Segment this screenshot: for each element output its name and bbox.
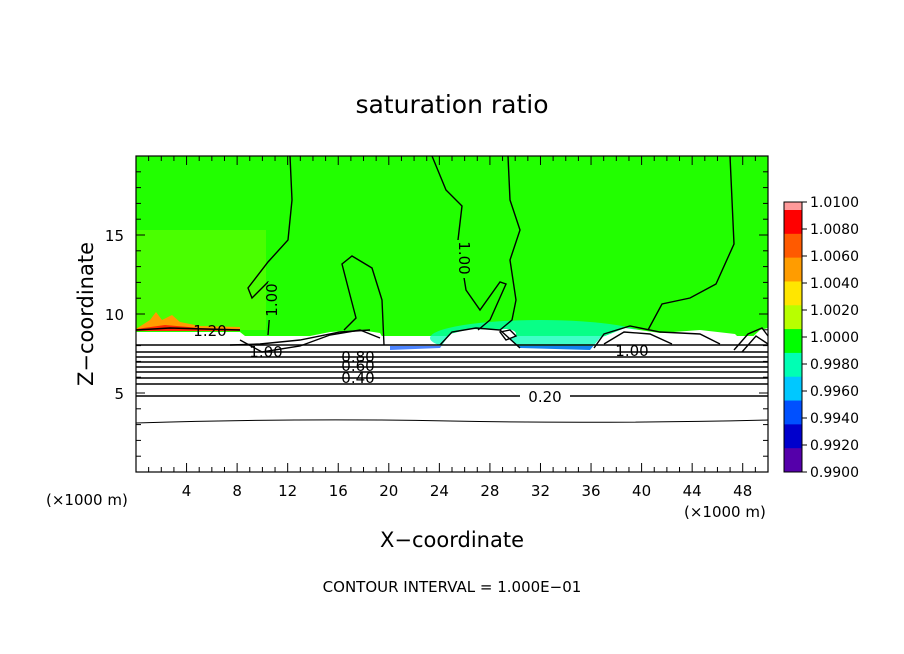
y-axis-ticks bbox=[136, 171, 768, 457]
contour-label: 0.20 bbox=[528, 388, 561, 406]
colorbar-swatch bbox=[784, 233, 802, 259]
contour-line bbox=[603, 331, 673, 345]
x-tick-label: 28 bbox=[480, 482, 499, 500]
colorbar-swatch bbox=[784, 424, 802, 449]
contour-label: 0.40 bbox=[341, 369, 374, 387]
colorbar-swatch bbox=[784, 376, 802, 402]
contour-line bbox=[239, 329, 381, 353]
y-axis-tick-labels: 5 10 15 bbox=[105, 227, 124, 403]
contour-line bbox=[593, 325, 721, 349]
x-tick-label: 4 bbox=[182, 482, 192, 500]
x-axis-ticks bbox=[148, 156, 756, 472]
colorbar-swatch bbox=[784, 400, 802, 425]
colorbar-label: 1.0080 bbox=[810, 222, 859, 238]
x-tick-label: 8 bbox=[232, 482, 242, 500]
x-tick-label: 44 bbox=[683, 482, 702, 500]
contour-label: 1.00 bbox=[455, 241, 473, 274]
contour-label: 1.00 bbox=[263, 283, 281, 316]
colorbar-swatch bbox=[784, 352, 802, 378]
colorbar-label: 0.9920 bbox=[810, 438, 859, 454]
contour-line bbox=[229, 329, 371, 346]
x-tick-label: 16 bbox=[329, 482, 348, 500]
colorbar-label: 0.9960 bbox=[810, 384, 859, 400]
colorbar-swatch bbox=[784, 210, 802, 235]
x-axis-tick-labels: 4 8 12 16 20 24 28 32 36 40 44 48 bbox=[182, 482, 752, 500]
contour-lines bbox=[135, 155, 769, 424]
contour-line bbox=[135, 419, 769, 424]
field-white-lower bbox=[136, 328, 768, 472]
contour-line bbox=[498, 329, 518, 341]
x-tick-label: 12 bbox=[278, 482, 297, 500]
chart-title: saturation ratio bbox=[355, 90, 548, 119]
colorbar-label: 1.0040 bbox=[810, 276, 859, 292]
contour-label: 1.00 bbox=[615, 342, 648, 360]
colorbar-label: 1.0020 bbox=[810, 303, 859, 319]
contour-label: 1.00 bbox=[249, 343, 282, 361]
y-axis-label: Z−coordinate bbox=[74, 242, 98, 386]
x-tick-label: 48 bbox=[733, 482, 752, 500]
contour-line bbox=[647, 155, 735, 331]
x-tick-label: 24 bbox=[430, 482, 449, 500]
x-axis-label: X−coordinate bbox=[380, 528, 524, 552]
field-white-hole-1 bbox=[454, 333, 482, 343]
x-unit-right: (×1000 m) bbox=[684, 503, 766, 521]
colorbar-label: 0.9940 bbox=[810, 411, 859, 427]
contour-line bbox=[733, 327, 769, 351]
contour-label: 0.80 bbox=[341, 348, 374, 366]
colorbar-label: 1.0100 bbox=[810, 195, 859, 211]
contour-label: 0.60 bbox=[341, 357, 374, 375]
contour-line bbox=[341, 255, 385, 346]
contour-line bbox=[439, 327, 521, 349]
contour-line bbox=[499, 155, 521, 331]
colorbar-label: 1.0000 bbox=[810, 330, 859, 346]
contour-interval-note: CONTOUR INTERVAL = 1.000E−01 bbox=[323, 578, 582, 596]
contour-line bbox=[431, 155, 507, 331]
contour-line bbox=[135, 327, 241, 331]
colorbar-label: 1.0060 bbox=[810, 249, 859, 265]
plot-field bbox=[136, 156, 768, 472]
colorbar-swatch bbox=[784, 305, 802, 330]
colorbar-swatch bbox=[784, 202, 802, 211]
x-tick-label: 32 bbox=[531, 482, 550, 500]
colorbar-label: 0.9900 bbox=[810, 465, 859, 481]
y-tick-label: 5 bbox=[114, 385, 124, 403]
x-tick-label: 36 bbox=[581, 482, 600, 500]
field-yellowgreen-wash bbox=[136, 230, 266, 330]
x-unit-left: (×1000 m) bbox=[46, 491, 128, 509]
colorbar-label: 0.9980 bbox=[810, 357, 859, 373]
y-tick-label: 10 bbox=[105, 306, 124, 324]
colorbar-swatch bbox=[784, 329, 802, 354]
contour-line bbox=[741, 335, 769, 353]
colorbar-swatch bbox=[784, 281, 802, 306]
field-blue-band bbox=[390, 346, 750, 351]
contour-labels: 1.00 1.00 1.20 1.00 1.00 0.80 0.60 0.40 … bbox=[193, 240, 649, 406]
colorbar bbox=[784, 202, 802, 473]
colorbar-swatch bbox=[784, 257, 802, 282]
y-tick-label: 15 bbox=[105, 227, 124, 245]
x-tick-label: 20 bbox=[379, 482, 398, 500]
contour-label: 1.20 bbox=[193, 322, 226, 340]
colorbar-swatch bbox=[784, 448, 802, 473]
colorbar-labels: 1.0100 1.0080 1.0060 1.0040 1.0020 1.0000 0.99… bbox=[802, 195, 859, 481]
x-tick-label: 40 bbox=[632, 482, 651, 500]
